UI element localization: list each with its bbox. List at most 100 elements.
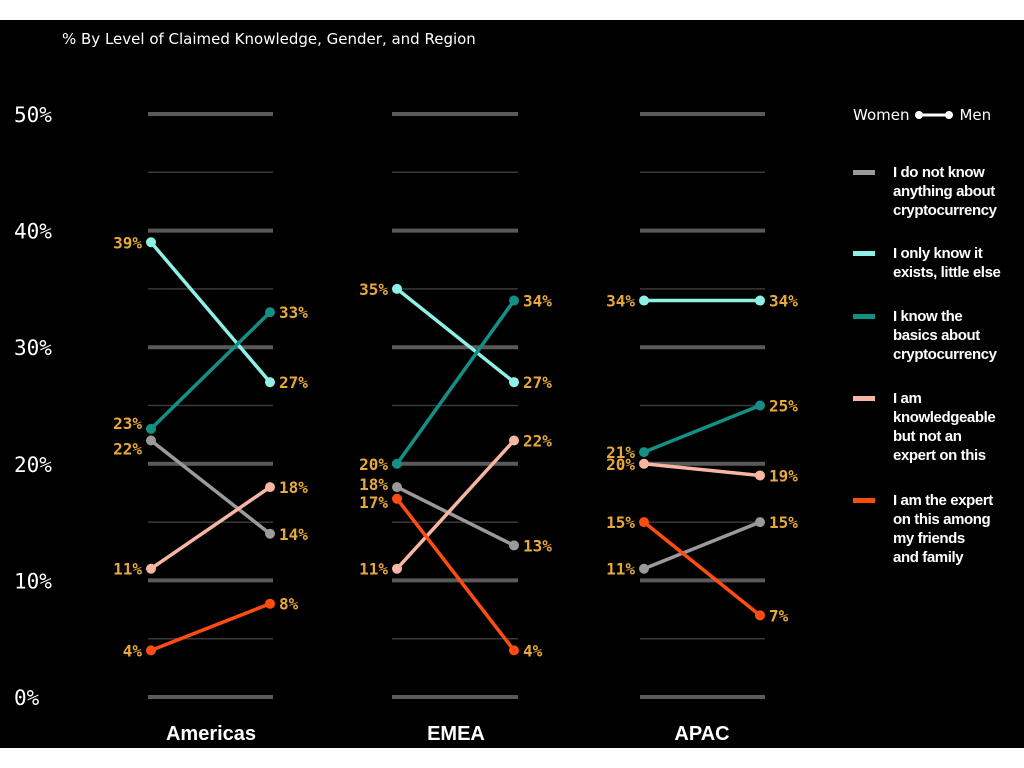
legend-label: I do not know anything about cryptocurre… xyxy=(893,164,997,219)
men-value-label: 13% xyxy=(523,536,552,555)
chart-subtitle: % By Level of Claimed Knowledge, Gender,… xyxy=(62,30,476,48)
women-value-label: 21% xyxy=(606,443,635,462)
region-label: EMEA xyxy=(427,723,485,745)
men-point-basics xyxy=(755,400,765,411)
women-point-expert xyxy=(146,645,156,656)
women-point-exists xyxy=(639,295,649,306)
legend-label: I only know it exists, little else xyxy=(893,245,1001,281)
legend-item-expert: I am the expert on this among my friends… xyxy=(853,491,1018,567)
men-value-label: 7% xyxy=(769,606,789,625)
women-point-expert xyxy=(392,493,402,504)
women-value-label: 11% xyxy=(113,560,142,579)
series-line-none xyxy=(396,485,515,547)
gender-legend: Women Men xyxy=(853,106,991,124)
men-point-exists xyxy=(509,377,519,388)
men-point-basics xyxy=(509,295,519,306)
legend-swatch xyxy=(853,396,875,401)
legend-swatch xyxy=(853,314,875,319)
men-point-none xyxy=(755,517,765,528)
men-value-label: 4% xyxy=(523,641,543,660)
women-point-knowl xyxy=(392,563,402,574)
women-point-none xyxy=(146,435,156,446)
chart-area: % By Level of Claimed Knowledge, Gender,… xyxy=(0,20,1024,748)
region-label: APAC xyxy=(674,723,729,745)
men-point-expert xyxy=(265,598,275,609)
men-point-knowl xyxy=(755,470,765,481)
gender-connector-icon xyxy=(914,109,954,121)
men-value-label: 33% xyxy=(279,303,308,322)
women-point-basics xyxy=(146,423,156,434)
men-point-none xyxy=(509,540,519,551)
men-value-label: 14% xyxy=(279,525,308,544)
series-line-expert xyxy=(150,602,271,652)
women-value-label: 11% xyxy=(606,560,635,579)
men-value-label: 34% xyxy=(769,292,798,311)
men-value-label: 18% xyxy=(279,478,308,497)
women-point-knowl xyxy=(639,458,649,469)
y-tick-label: 50% xyxy=(14,103,52,127)
men-point-exists xyxy=(755,295,765,306)
series-line-exists xyxy=(395,287,516,384)
y-tick-label: 0% xyxy=(14,686,40,710)
women-point-exists xyxy=(146,237,156,248)
series-line-knowl xyxy=(643,462,761,478)
women-value-label: 39% xyxy=(113,233,142,252)
men-point-exists xyxy=(265,377,275,388)
region-label: Americas xyxy=(166,723,256,745)
men-value-label: 27% xyxy=(523,373,552,392)
y-tick-label: 30% xyxy=(14,336,52,360)
legend-label: I am the expert on this among my friends… xyxy=(893,492,993,566)
series-line-knowl xyxy=(395,439,516,570)
women-value-label: 20% xyxy=(359,455,388,474)
men-point-none xyxy=(265,528,275,539)
series-line-basics xyxy=(643,403,761,454)
women-point-basics xyxy=(392,458,402,469)
legend-item-exists: I only know it exists, little else xyxy=(853,244,1018,282)
women-point-knowl xyxy=(146,563,156,574)
legend-label: I know the basics about cryptocurrency xyxy=(893,308,997,363)
men-value-label: 19% xyxy=(769,466,798,485)
legend-swatch xyxy=(853,498,875,503)
men-value-label: 25% xyxy=(769,397,798,416)
women-point-expert xyxy=(639,517,649,528)
women-point-exists xyxy=(392,283,402,294)
legend-label: I am knowledgeable but not an expert on … xyxy=(893,390,996,464)
women-value-label: 17% xyxy=(359,493,388,512)
women-value-label: 4% xyxy=(123,641,143,660)
men-point-knowl xyxy=(265,482,275,493)
y-tick-label: 10% xyxy=(14,569,52,593)
legend-item-basics: I know the basics about cryptocurrency xyxy=(853,307,1018,364)
men-point-knowl xyxy=(509,435,519,446)
legend-item-knowledgeable: I am knowledgeable but not an expert on … xyxy=(853,389,1018,465)
series-line-none xyxy=(149,439,272,536)
men-value-label: 8% xyxy=(279,595,299,614)
women-value-label: 18% xyxy=(359,475,388,494)
y-tick-label: 40% xyxy=(14,220,52,244)
series-line-knowl xyxy=(150,485,271,571)
series-line-basics xyxy=(395,299,516,465)
series-line-expert xyxy=(395,497,516,652)
gender-legend-women: Women xyxy=(853,106,910,124)
women-point-none xyxy=(639,563,649,574)
women-value-label: 35% xyxy=(359,280,388,299)
men-value-label: 34% xyxy=(523,292,552,311)
legend-swatch xyxy=(853,251,875,256)
legend-item-none: I do not know anything about cryptocurre… xyxy=(853,163,1018,220)
gender-legend-men: Men xyxy=(959,106,992,124)
legend-swatch xyxy=(853,170,875,175)
men-point-expert xyxy=(509,645,519,656)
men-point-basics xyxy=(265,307,275,318)
y-tick-label: 20% xyxy=(14,453,52,477)
men-value-label: 27% xyxy=(279,373,308,392)
women-point-basics xyxy=(639,447,649,458)
women-value-label: 34% xyxy=(606,292,635,311)
women-value-label: 22% xyxy=(113,439,142,458)
men-point-expert xyxy=(755,610,765,621)
women-value-label: 23% xyxy=(113,414,142,433)
series-line-basics xyxy=(149,310,272,431)
series-line-expert xyxy=(642,520,762,617)
women-value-label: 11% xyxy=(359,560,388,579)
series-line-none xyxy=(643,520,761,571)
series-line-exists xyxy=(149,241,272,384)
men-value-label: 15% xyxy=(769,513,798,532)
